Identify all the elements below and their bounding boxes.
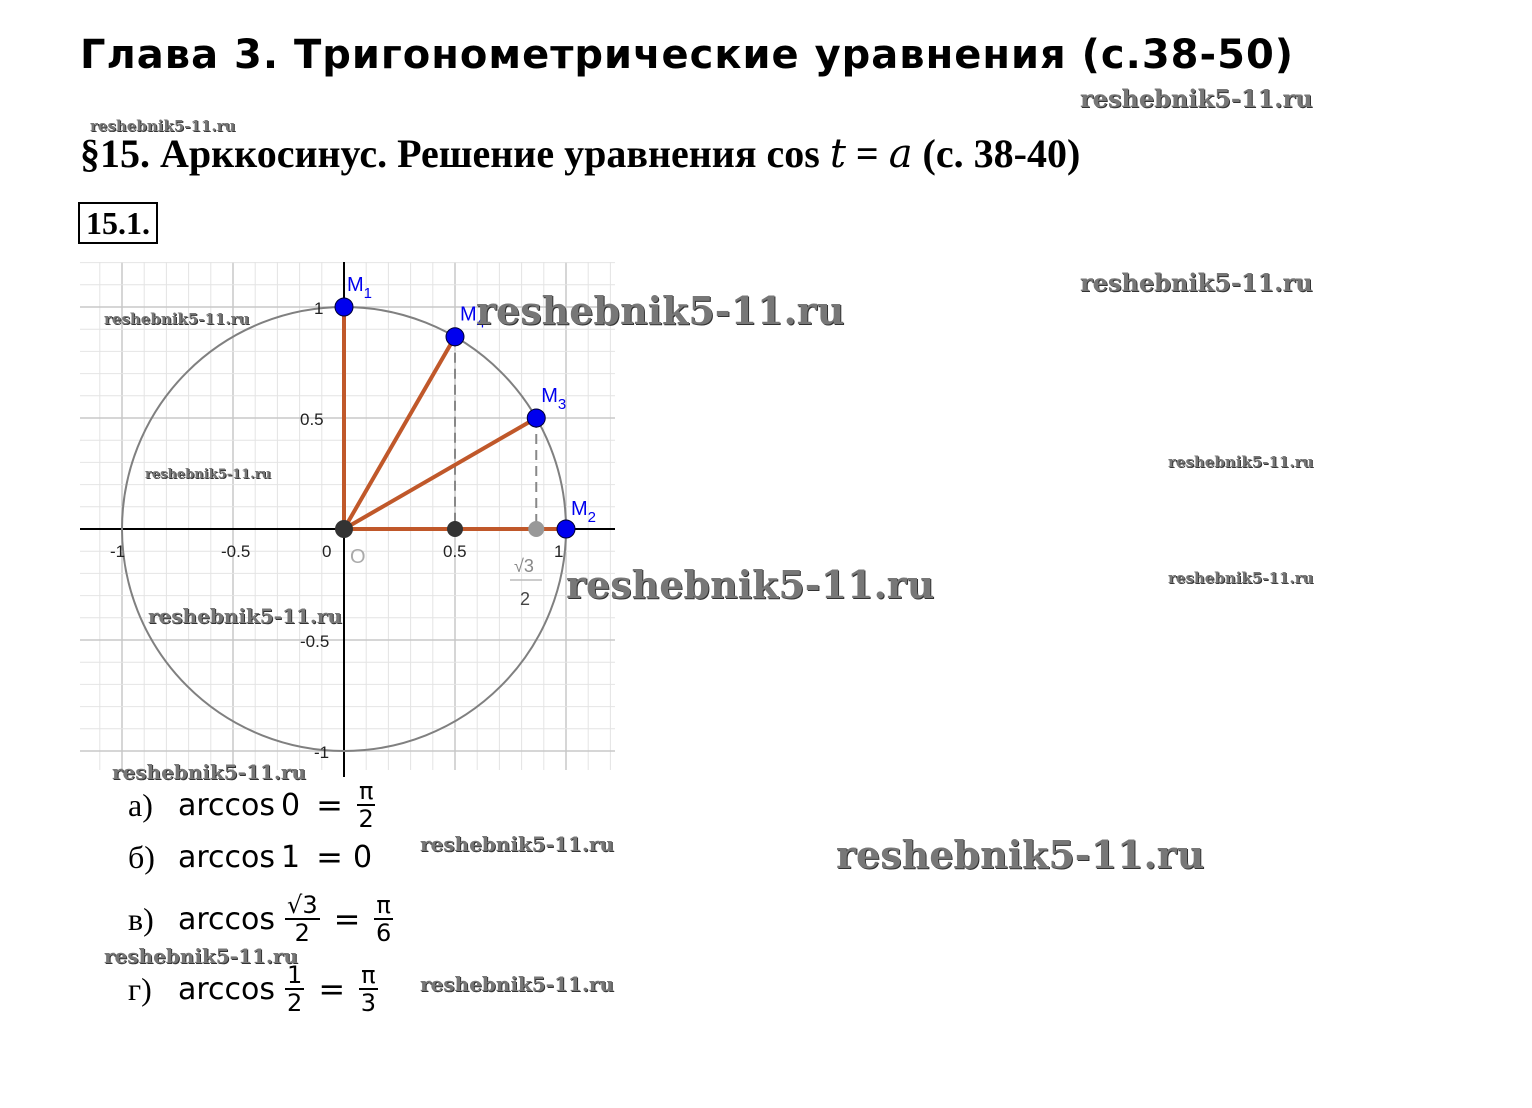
- answer-b: б) arccos 1 = 0: [128, 838, 373, 876]
- y-tick-label: -0.5: [300, 632, 329, 651]
- watermark: reshebnik5-11.ru: [476, 288, 845, 333]
- point-M4: [445, 327, 465, 347]
- watermark: reshebnik5-11.ru: [148, 604, 342, 628]
- watermark: reshebnik5-11.ru: [90, 117, 236, 135]
- variable-a: a: [888, 131, 913, 177]
- section-title-prefix: §15. Арккосинус. Решение уравнения cos: [80, 131, 830, 176]
- answer-label: в): [128, 900, 154, 937]
- x-tick-label: -0.5: [221, 542, 250, 561]
- point-label: M1: [347, 274, 372, 302]
- watermark: reshebnik5-11.ru: [1080, 268, 1313, 297]
- answer-result: 0: [352, 839, 373, 875]
- chapter-title: Глава 3. Тригонометрические уравнения (с…: [80, 32, 1295, 78]
- point-M1: [334, 297, 354, 317]
- watermark: reshebnik5-11.ru: [112, 760, 306, 784]
- answer-function: arccos: [178, 839, 276, 875]
- point-label: M2: [571, 498, 596, 526]
- watermark: reshebnik5-11.ru: [145, 467, 272, 482]
- equals: =: [845, 131, 889, 176]
- answer-argument: √3 2: [285, 891, 320, 947]
- answer-function: arccos: [178, 787, 276, 823]
- watermark: reshebnik5-11.ru: [1168, 569, 1314, 587]
- watermark: reshebnik5-11.ru: [420, 832, 614, 856]
- y-tick-label: 1: [314, 299, 323, 318]
- problem-number: 15.1.: [78, 202, 158, 244]
- watermark: reshebnik5-11.ru: [104, 310, 250, 328]
- answer-function: arccos: [178, 971, 276, 1007]
- x-tick-label: 0.5: [443, 542, 467, 561]
- answer-argument: 1: [281, 839, 301, 875]
- section-pages: (с. 38-40): [912, 131, 1081, 176]
- sqrt3-numerator: √3: [514, 556, 534, 576]
- watermark: reshebnik5-11.ru: [1168, 453, 1314, 471]
- answer-label: г): [128, 970, 152, 1007]
- watermark: reshebnik5-11.ru: [420, 972, 614, 996]
- x-tick-label: 0: [322, 542, 331, 561]
- origin-point: [335, 520, 353, 538]
- projection-point: [528, 521, 545, 537]
- origin-label: O: [350, 546, 366, 568]
- y-tick-label: 0.5: [300, 410, 324, 429]
- watermark: reshebnik5-11.ru: [1080, 84, 1313, 113]
- x-tick-label: 1: [554, 542, 563, 561]
- y-tick-label: -1: [314, 743, 329, 762]
- section-title: §15. Арккосинус. Решение уравнения cos t…: [80, 130, 1080, 177]
- answer-function: arccos: [178, 901, 276, 937]
- answer-label: б): [128, 838, 155, 875]
- radius-segment: [342, 335, 457, 531]
- grid: [80, 262, 615, 770]
- answer-label: а): [128, 786, 153, 823]
- watermark: reshebnik5-11.ru: [836, 832, 1205, 877]
- answer-argument: 0: [281, 787, 301, 823]
- point-M2: [556, 519, 576, 539]
- sqrt3-denominator: 2: [520, 589, 530, 609]
- radius-segment: [342, 416, 538, 531]
- point-label: M3: [541, 385, 566, 413]
- watermark: reshebnik5-11.ru: [104, 944, 298, 968]
- watermark: reshebnik5-11.ru: [566, 562, 935, 607]
- x-tick-label: -1: [110, 542, 125, 561]
- point-M3: [526, 408, 546, 428]
- variable-t: t: [829, 131, 846, 177]
- projection-point: [447, 521, 463, 537]
